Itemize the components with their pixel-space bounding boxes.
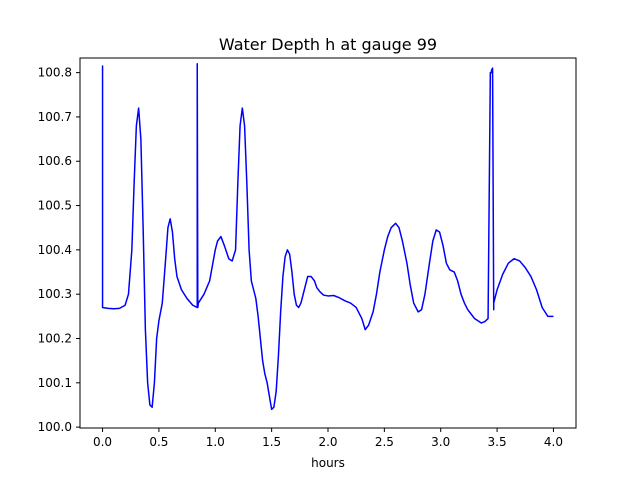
y-tick-label: 100.6 [38,154,72,168]
x-tick-label: 1.0 [206,435,225,449]
x-tick-label: 0.0 [93,435,112,449]
y-tick-label: 100.4 [38,243,72,257]
series-line-1 [101,63,554,411]
series-layer [101,63,554,411]
y-tick-label: 100.0 [38,420,72,434]
y-tick-label: 100.5 [38,199,72,213]
x-tick-label: 2.5 [375,435,394,449]
x-tick-label: 0.5 [149,435,168,449]
y-tick-label: 100.8 [38,66,72,80]
plot-area [79,57,577,429]
x-tick-label: 3.0 [431,435,450,449]
chart-title: Water Depth h at gauge 99 [219,35,437,54]
x-axis-label: hours [311,456,345,470]
x-tick-label: 4.0 [544,435,563,449]
x-tick-label: 1.5 [262,435,281,449]
y-tick-label: 100.3 [38,287,72,301]
y-tick-label: 100.1 [38,376,72,390]
y-tick-label: 100.7 [38,110,72,124]
y-axis: 100.0 100.1 100.2 100.3 100.4 100.5 100.6 100.7… [38,66,80,434]
x-tick-label: 3.5 [488,435,507,449]
x-axis: 0.0 0.5 1.0 1.5 2.0 2.5 3.0 3.5 4.0 [93,428,563,449]
y-tick-label: 100.2 [38,331,72,345]
x-tick-label: 2.0 [318,435,337,449]
